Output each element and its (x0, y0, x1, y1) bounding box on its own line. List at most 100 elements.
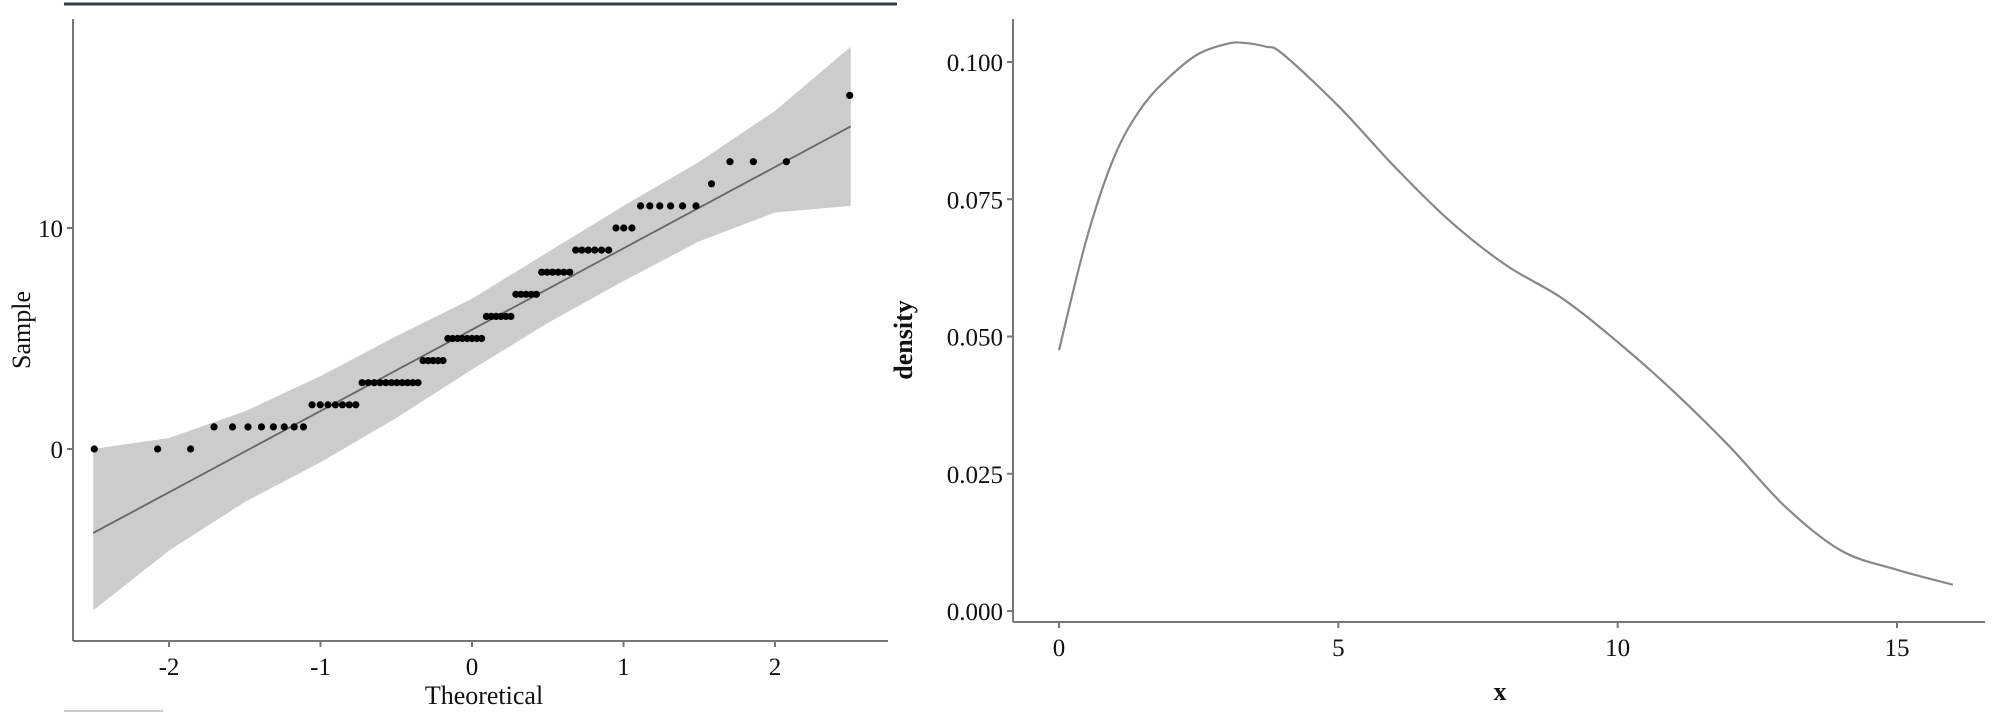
qq-point (548, 268, 557, 276)
density-x-axis-title: x (1494, 677, 1507, 706)
qq-point (308, 401, 316, 409)
qq-point (290, 423, 298, 431)
qq-point (269, 423, 277, 431)
qq-x-tick-label: 0 (466, 654, 479, 681)
qq-point (656, 202, 664, 210)
qq-point (352, 401, 360, 409)
qq-point (749, 158, 757, 166)
qq-point (398, 379, 406, 387)
qq-point (439, 357, 447, 365)
qq-point (370, 379, 378, 387)
qq-x-tick-label: -2 (159, 654, 180, 681)
qq-point (345, 401, 353, 409)
qq-x-tick-label: -1 (310, 654, 331, 681)
confidence-band-area (93, 46, 851, 611)
qq-point (507, 312, 515, 320)
qq-point (707, 180, 716, 188)
qq-y-tick-label: 10 (38, 216, 63, 243)
density-x-ticks: 0 5 10 15 (1053, 622, 1910, 662)
qq-point (280, 423, 288, 431)
qq-point (393, 379, 401, 387)
qq-point (554, 268, 562, 276)
qq-point (566, 268, 574, 276)
qq-point (376, 379, 384, 387)
qq-point (692, 202, 700, 210)
qq-point (409, 379, 417, 387)
qq-point (628, 224, 636, 232)
qq-point (429, 357, 437, 365)
density-plot-panel: 0 5 10 15 0.000 0.025 0.050 0.075 0.100 x densi… (889, 19, 1985, 706)
qq-point (522, 290, 530, 298)
qq-point (517, 290, 525, 298)
qq-point (419, 357, 427, 365)
qq-point (543, 268, 551, 276)
qq-point (331, 401, 339, 409)
qq-point (782, 158, 790, 166)
density-x-tick-label: 10 (1605, 635, 1630, 662)
density-x-tick-label: 0 (1053, 635, 1066, 662)
density-x-tick-label: 15 (1885, 635, 1910, 662)
density-curve (1057, 41, 1954, 586)
qq-point (387, 379, 396, 387)
reference-line-path (92, 125, 852, 534)
qq-point (584, 246, 592, 254)
qq-point (846, 91, 854, 99)
qq-points (90, 91, 854, 453)
qq-point (527, 290, 535, 298)
qq-x-axis-title: Theoretical (425, 681, 543, 710)
density-y-tick-label: 0.000 (947, 599, 1003, 626)
qq-point (154, 445, 162, 453)
confidence-band (93, 46, 851, 611)
qq-point (612, 224, 620, 232)
qq-point (620, 224, 628, 232)
density-y-tick-label: 0.050 (947, 325, 1003, 352)
qq-point (538, 268, 546, 276)
qq-y-tick-label: 0 (51, 437, 64, 464)
qq-point (578, 246, 586, 254)
qq-point (90, 445, 98, 453)
qq-point (210, 423, 218, 431)
qq-point (404, 379, 412, 387)
qq-point (299, 423, 308, 431)
density-y-ticks: 0.000 0.025 0.050 0.075 0.100 (947, 50, 1013, 626)
qq-point (414, 379, 422, 387)
qq-point (560, 268, 568, 276)
density-x-tick-label: 5 (1332, 635, 1345, 662)
qq-point (636, 202, 645, 210)
density-y-tick-label: 0.025 (947, 462, 1003, 489)
qq-point (646, 202, 654, 210)
qq-point (316, 401, 324, 409)
qq-point (726, 158, 734, 166)
reference-line (92, 125, 852, 534)
qq-x-ticks: -2 -1 0 1 2 (159, 641, 782, 681)
qq-x-tick-label: 1 (617, 654, 630, 681)
density-y-tick-label: 0.075 (947, 187, 1003, 214)
qq-y-ticks: 0 10 (38, 216, 73, 464)
qq-point (478, 334, 486, 343)
qq-point (257, 423, 266, 431)
qq-point (338, 401, 347, 409)
density-y-axis-title: density (889, 300, 918, 379)
qq-point (532, 290, 540, 298)
qq-point (382, 379, 390, 387)
qq-point (187, 445, 195, 453)
qq-point (364, 379, 372, 387)
qq-y-axis-title: Sample (7, 291, 36, 369)
qq-point (228, 423, 237, 431)
qq-point (591, 246, 599, 254)
qq-point (597, 246, 606, 254)
qq-x-tick-label: 2 (769, 654, 782, 681)
qq-point (244, 423, 252, 431)
qq-point (502, 312, 510, 320)
qq-point (512, 290, 520, 298)
qq-point (572, 246, 580, 254)
qq-point (358, 379, 366, 387)
qq-point (324, 401, 332, 409)
qq-plot-panel: -2 -1 0 1 2 0 10 Theoretical Sample (7, 19, 888, 710)
qq-point (667, 202, 675, 210)
density-y-tick-label: 0.100 (947, 50, 1003, 77)
qq-point (678, 202, 687, 210)
qq-point (605, 246, 613, 254)
qq-point (424, 357, 432, 365)
